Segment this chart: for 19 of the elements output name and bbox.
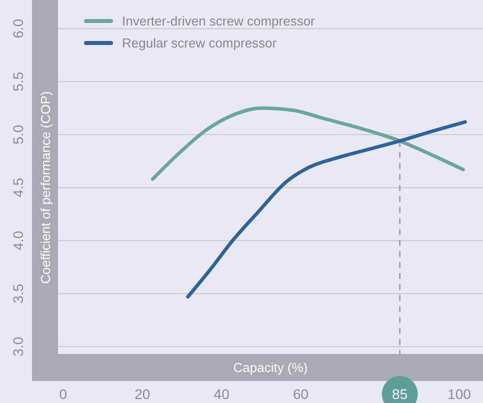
y-tick-label: 4.0 (10, 230, 26, 250)
x-tick-label: 60 (293, 386, 309, 402)
x-tick-label: 0 (59, 386, 68, 402)
x-axis-title: Capacity (%) (233, 360, 308, 375)
x-tick-label: 100 (448, 386, 472, 402)
y-tick-label: 6.0 (10, 18, 26, 38)
x-tick-label: 20 (134, 386, 150, 402)
y-tick-label: 3.5 (10, 284, 26, 304)
y-tick-label: 3.0 (10, 336, 26, 356)
legend-label: Regular screw compressor (122, 36, 278, 50)
x-tick-label: 85 (392, 386, 408, 402)
x-tick-label: 40 (214, 386, 230, 402)
y-tick-label: 4.5 (10, 178, 26, 198)
line-series (150, 106, 465, 181)
y-axis-title: Coefficient of performance (COP) (38, 91, 53, 284)
y-tick-label: 5.0 (10, 124, 26, 144)
legend-label: Inverter-driven screw compressor (122, 14, 316, 28)
line-series (186, 120, 467, 299)
y-tick-label: 5.5 (10, 72, 26, 92)
